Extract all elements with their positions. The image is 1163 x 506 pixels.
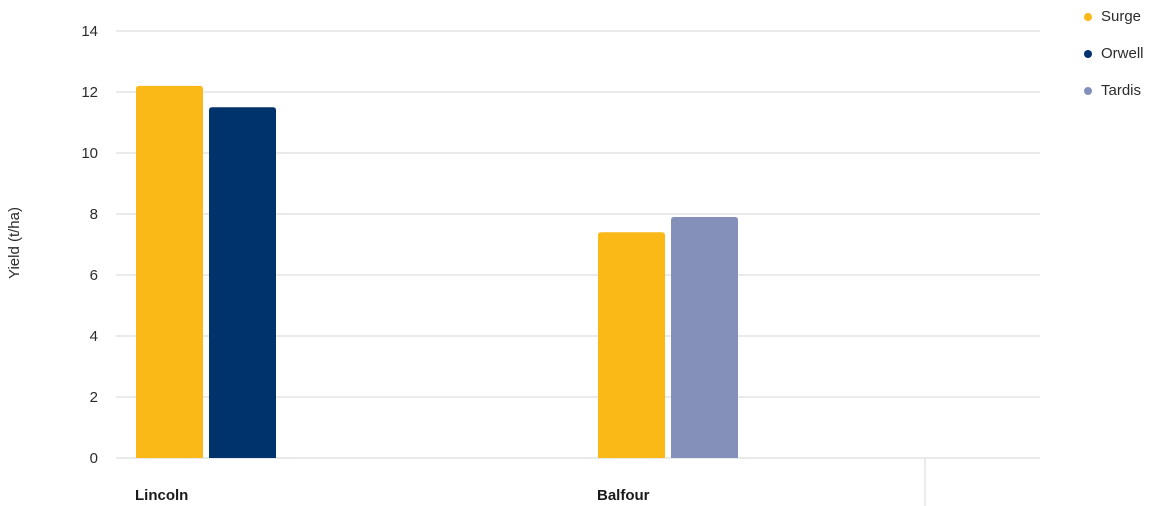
y-axis-ticks: 0 2 4 6 8 10 12 14 (81, 23, 98, 467)
legend: Surge Orwell Tardis (1084, 0, 1163, 117)
legend-swatch (1084, 12, 1092, 21)
x-axis-categories: Lincoln Balfour (135, 458, 926, 506)
legend-label: Surge (1101, 8, 1142, 25)
bar-lincoln-surge (136, 85, 203, 459)
y-axis-label: Yield (t/ha) (6, 207, 23, 279)
category-label: Lincoln (135, 487, 188, 504)
legend-item-tardis: Tardis (1084, 80, 1163, 101)
legend-swatch (1084, 49, 1092, 58)
y-tick-label: 12 (81, 84, 98, 101)
y-tick-label: 0 (90, 450, 98, 467)
bar-balfour-surge (598, 232, 665, 458)
category-label: Balfour (597, 487, 650, 504)
y-tick-label: 8 (90, 206, 98, 223)
bar-balfour-tardis (671, 217, 738, 458)
y-tick-label: 2 (90, 389, 98, 406)
y-tick-label: 14 (81, 23, 98, 40)
legend-item-surge: Surge (1084, 6, 1163, 27)
y-tick-label: 6 (90, 267, 98, 284)
legend-label: Tardis (1101, 82, 1142, 99)
legend-label: Orwell (1101, 45, 1144, 62)
bar-lincoln-orwell (209, 107, 276, 458)
y-tick-label: 4 (90, 328, 98, 345)
y-tick-label: 10 (81, 145, 98, 162)
legend-item-orwell: Orwell (1084, 43, 1163, 64)
bars (136, 85, 738, 459)
legend-swatch (1084, 86, 1092, 95)
